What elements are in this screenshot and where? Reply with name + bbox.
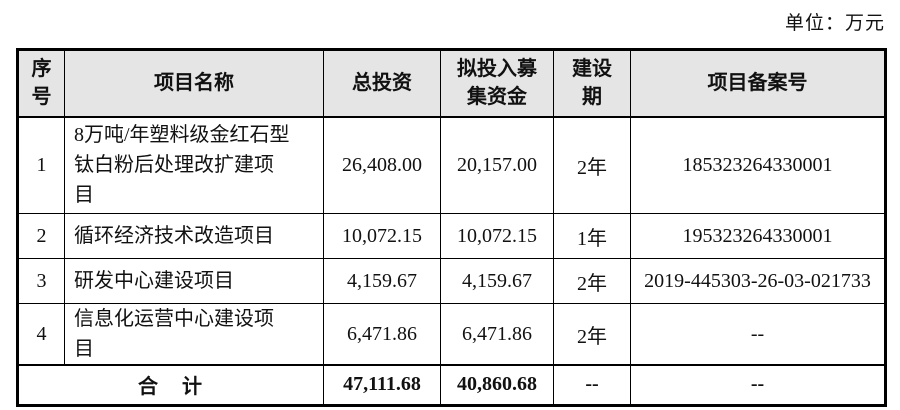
cell-construction-period: 1年 [553, 213, 631, 259]
cell-total-investment: 10,072.15 [323, 213, 441, 259]
total-investment-sum: 47,111.68 [323, 364, 441, 406]
cell-construction-period: 2年 [553, 258, 631, 304]
cell-construction-period: 2年 [553, 303, 631, 366]
header-construction-period: 建设 期 [553, 49, 631, 118]
cell-total-investment: 26,408.00 [323, 116, 441, 214]
cell-index: 2 [17, 213, 65, 259]
cell-raised-funds: 6,471.86 [440, 303, 554, 366]
header-filing-number: 项目备案号 [630, 49, 886, 118]
cell-filing-number: -- [630, 303, 886, 366]
cell-raised-funds: 4,159.67 [440, 258, 554, 304]
cell-total-investment: 4,159.67 [323, 258, 441, 304]
cell-project-name: 研发中心建设项目 [64, 258, 324, 304]
header-index: 序 号 [17, 49, 65, 118]
table-row: 4 信息化运营中心建设项 目 6,471.86 6,471.86 2年 -- [17, 303, 886, 366]
table-header-row: 序 号 项目名称 总投资 拟投入募 集资金 建设 期 项目备案号 [17, 49, 886, 118]
cell-construction-period: 2年 [553, 116, 631, 214]
cell-index: 3 [17, 258, 65, 304]
cell-total-investment: 6,471.86 [323, 303, 441, 366]
cell-raised-funds: 10,072.15 [440, 213, 554, 259]
total-filing-number: -- [630, 364, 886, 406]
cell-project-name: 8万吨/年塑料级金红石型 钛白粉后处理改扩建项 目 [64, 116, 324, 214]
total-construction-period: -- [553, 364, 631, 406]
cell-index: 1 [17, 116, 65, 214]
table-row: 2 循环经济技术改造项目 10,072.15 10,072.15 1年 1953… [17, 213, 886, 259]
table-row: 1 8万吨/年塑料级金红石型 钛白粉后处理改扩建项 目 26,408.00 20… [17, 116, 886, 214]
total-row: 合 计 47,111.68 40,860.68 -- -- [17, 364, 886, 406]
total-label: 合 计 [17, 364, 324, 406]
header-raised-funds: 拟投入募 集资金 [440, 49, 554, 118]
header-total-investment: 总投资 [323, 49, 441, 118]
cell-filing-number: 185323264330001 [630, 116, 886, 214]
unit-label: 单位：万元 [784, 13, 885, 34]
header-project-name: 项目名称 [64, 49, 324, 118]
cell-index: 4 [17, 303, 65, 366]
cell-filing-number: 195323264330001 [630, 213, 886, 259]
cell-raised-funds: 20,157.00 [440, 116, 554, 214]
cell-project-name: 信息化运营中心建设项 目 [64, 303, 324, 366]
table-row: 3 研发中心建设项目 4,159.67 4,159.67 2年 2019-445… [17, 258, 886, 304]
cell-project-name: 循环经济技术改造项目 [64, 213, 324, 259]
investment-projects-table: 序 号 项目名称 总投资 拟投入募 集资金 建设 期 项目备案号 1 8万吨/年… [16, 48, 887, 407]
cell-filing-number: 2019-445303-26-03-021733 [630, 258, 886, 304]
total-raised-funds-sum: 40,860.68 [440, 364, 554, 406]
